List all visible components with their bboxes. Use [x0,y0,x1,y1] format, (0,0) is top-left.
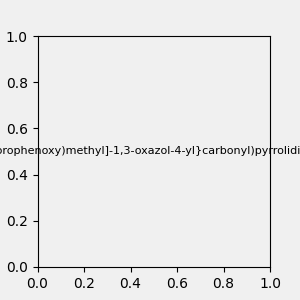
Text: N-[1-({2-[(3-fluorophenoxy)methyl]-1,3-oxazol-4-yl}carbonyl)pyrrolidin-3-yl]acet: N-[1-({2-[(3-fluorophenoxy)methyl]-1,3-o… [0,146,300,157]
